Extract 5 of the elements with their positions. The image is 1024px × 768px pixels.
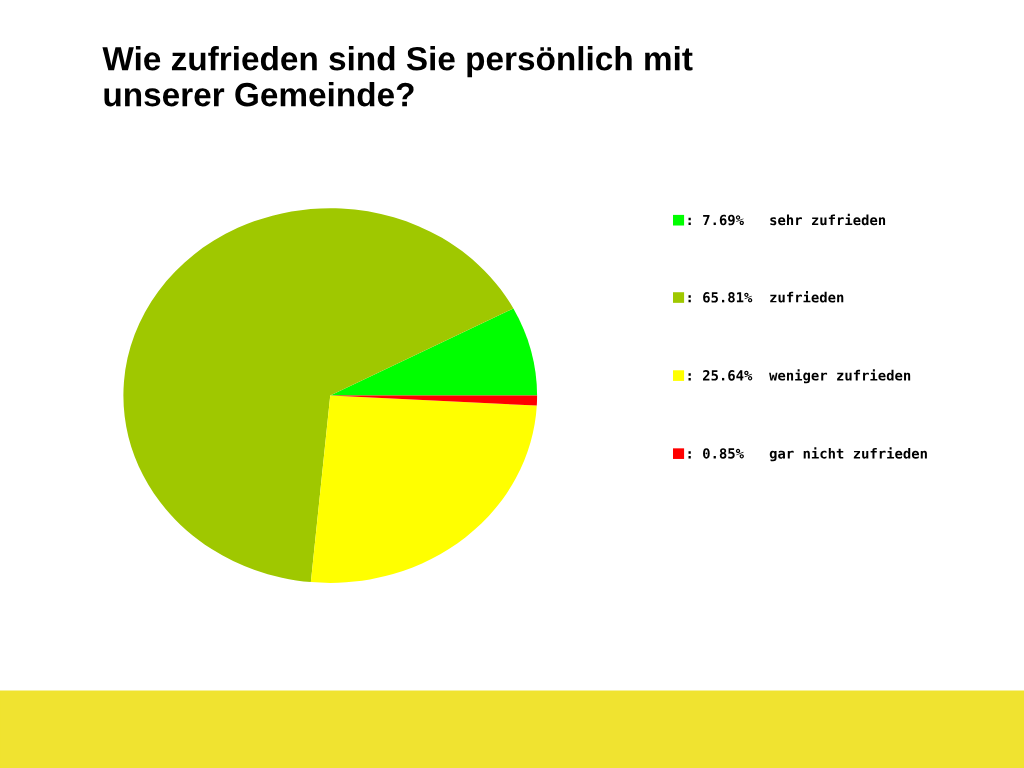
legend-label: : 7.69% sehr zufrieden: [688, 213, 886, 226]
legend-label: : 0.85% gar nicht zufrieden: [688, 447, 927, 462]
legend-label: : 25.64% weniger zufrieden: [688, 369, 911, 384]
legend-label: : 65.81% zufrieden: [688, 291, 844, 303]
chart-title: Wie zufrieden sind Sie persönlich mit unserer Gemeinde?: [102, 46, 693, 107]
